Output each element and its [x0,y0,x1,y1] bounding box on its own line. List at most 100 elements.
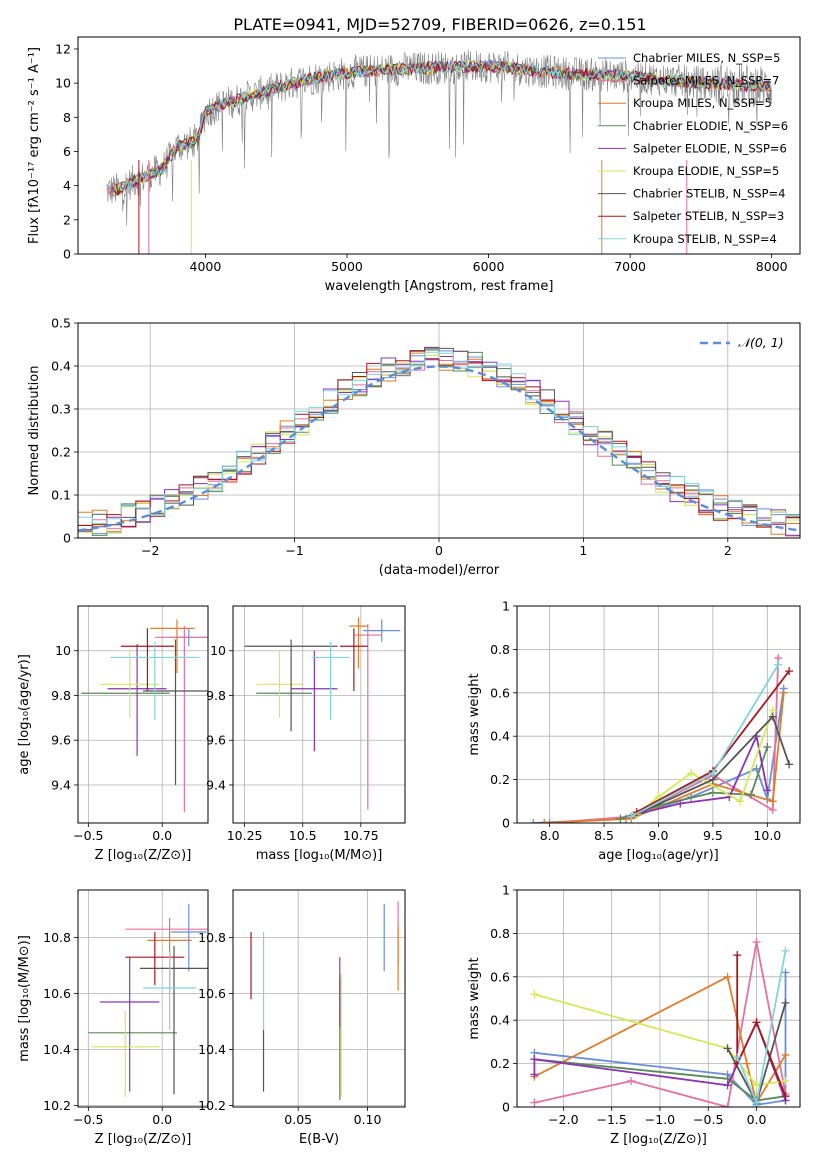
y-tick-label: 0.4 [51,359,71,374]
x-tick-label: 0.0 [152,1112,172,1127]
weight-marker [540,819,549,823]
y-tick-label: 1 [502,883,510,898]
errorbar-point [143,951,197,1030]
legend-label: Chabrier STELIB, N_SSP=4 [633,187,785,201]
weight-marker [779,688,788,697]
x-tick-label: −1.5 [596,1112,626,1127]
panel-spectrum: 4000 5000 6000 7000 8000 0 2 4 6 8 10 12 wavelength … [27,36,801,294]
model-line-chabrier-stelib [114,59,772,196]
weight-marker [781,1092,790,1101]
model-line-salpeter-elodie [111,59,771,195]
weight-marker [687,769,696,778]
x-tick-label: 0.05 [284,1112,312,1127]
legend-label: Kroupa MILES, N_SSP=5 [633,96,772,110]
legend-label: Chabrier ELODIE, N_SSP=6 [633,119,788,133]
errorbar-point [110,641,200,721]
panel-age-vs-mass: 10.25 10.5 10.75 9.4 9.6 9.8 10 mass [log₁₀(M/M… [206,605,406,863]
plot-area [250,901,399,1100]
panel-mass-vs-Z: −0.5 0.0 10.2 10.4 10.6 10.8 Z [log₁₀(Z/Z⊙)] ma… [17,889,209,1147]
y-tick-label: 0 [63,531,71,546]
x-tick-label: 5000 [331,259,363,274]
x-tick-label: −0.5 [73,828,103,843]
y-tick-label: 9.6 [206,733,226,748]
x-axis-label: Z [log₁₀(Z/Z⊙)] [610,1132,707,1147]
legend-label: Kroupa STELIB, N_SSP=4 [633,232,777,246]
panel-residuals: −2 −1 0 1 2 0 0.1 0.2 0.3 0.4 0.5 (data-model)/erro… [27,316,801,578]
y-tick-label: 1 [502,599,510,614]
y-tick-label: 2 [63,212,71,227]
plot-area [78,346,800,537]
weight-marker [723,1103,732,1107]
plot-frame [77,605,209,824]
weight-marker [733,951,742,960]
weight-marker [781,946,790,955]
y-tick-label: 9.4 [51,777,71,792]
plot-area [80,619,208,812]
legend-label: Salpeter STELIB, N_SSP=3 [633,209,784,223]
x-tick-label: 8000 [756,259,788,274]
weight-marker [736,797,745,806]
weight-marker [747,790,756,799]
weight-marker [785,760,794,769]
x-tick-label: 1 [579,543,587,558]
weight-marker [752,1098,761,1107]
errorbar-point [100,650,160,718]
errorbar-point [363,619,401,642]
y-tick-label: 10 [55,643,71,658]
weight-marker [752,938,761,947]
weight-marker [723,972,732,981]
x-axis-label: Z [log₁₀(Z/Z⊙)] [95,1132,192,1147]
x-axis-label: mass [log₁₀(M/M⊙)] [256,848,383,863]
weight-line-salpeter-miles [534,941,787,1107]
x-tick-label: −1 [285,543,303,558]
y-tick-label: 9.8 [51,688,71,703]
weight-marker [781,968,790,977]
legend-label: 𝒩(0, 1) [738,335,784,350]
x-tick-label: 0.0 [747,1112,767,1127]
y-tick-label: 0.5 [51,316,71,331]
y-axis-label: mass weight [467,673,482,755]
weight-marker [752,1018,761,1027]
legend-label: Kroupa ELODIE, N_SSP=5 [633,164,779,178]
plot-frame [77,322,801,539]
errorbar-point [120,628,175,692]
weight-marker [774,660,783,669]
x-tick-label: −1.0 [645,1112,675,1127]
plot-area [529,654,794,823]
weight-line-salpeter-stelib [736,955,787,1097]
y-tick-label: 0 [63,247,71,262]
weight-marker [530,1055,539,1064]
x-axis-label: wavelength [Angstrom, rest frame] [325,279,554,294]
y-tick-label: 0 [502,816,510,831]
y-axis-label: Flux [fλ10⁻¹⁷ erg cm⁻² s⁻¹ A⁻¹] [27,47,42,244]
weight-marker [781,1050,790,1059]
errorbar-point [140,946,208,1095]
y-tick-label: 0.2 [51,445,71,460]
x-tick-label: 10.25 [227,828,263,843]
x-axis-label: age [log₁₀(age/yr)] [598,848,719,863]
y-tick-label: 8 [63,110,71,125]
weight-marker [742,1059,751,1068]
normal-curve [78,365,800,532]
y-tick-label: 10.4 [43,1042,71,1057]
y-axis-label: age [log₁₀(age/yr)] [17,654,32,775]
weight-marker [530,990,539,999]
y-tick-label: 0.3 [51,402,71,417]
x-tick-label: 8.5 [594,828,614,843]
plot-frame [77,889,209,1108]
y-tick-label: 9.4 [206,777,226,792]
panel-mass-vs-EBV: 0.05 0.10 10.2 10.4 10.6 10.8 E(B-V) [198,889,406,1147]
weight-marker [781,998,790,1007]
legend-label: Salpeter ELODIE, N_SSP=6 [633,141,787,155]
plot-frame [232,889,406,1108]
y-tick-label: 9.8 [206,688,226,703]
weight-marker [781,1076,790,1085]
weight-marker [733,1053,742,1062]
weight-marker [763,743,772,752]
weight-marker [676,799,685,808]
x-tick-label: 8.0 [540,828,560,843]
hist-step-kroupa-stelib [78,351,800,525]
weight-marker [545,819,554,823]
x-tick-label: 7000 [614,259,646,274]
weight-marker [616,814,625,823]
